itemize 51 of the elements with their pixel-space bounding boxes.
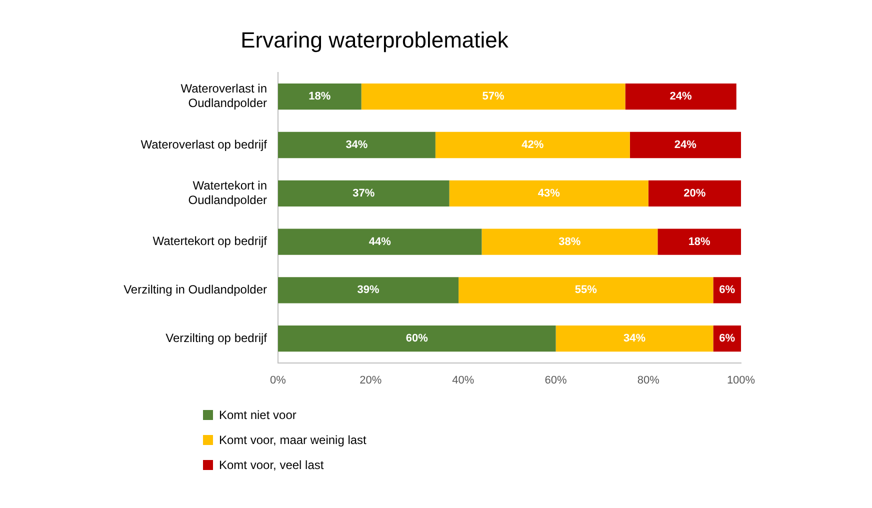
bar (658, 228, 741, 255)
bar (713, 277, 741, 304)
bar (361, 84, 626, 110)
data-label: 55% (574, 284, 598, 296)
bar (482, 228, 658, 255)
data-label: 24% (674, 139, 697, 152)
data-label: 57% (482, 90, 505, 103)
y-tick-label: Watertekort in Oudlandpolder (188, 178, 267, 207)
x-tick-label: 80% (637, 374, 660, 386)
data-label: 60% (406, 332, 428, 345)
y-tick-label: Verzilting op bedrijf (166, 330, 268, 345)
x-tick-label: 100% (726, 374, 756, 386)
bar (449, 180, 648, 206)
chart-title: Ervaring waterproblematiek (240, 27, 510, 52)
bar (556, 326, 714, 352)
data-label: 20% (684, 187, 706, 200)
bar (435, 132, 630, 158)
bar (630, 132, 741, 158)
y-tick-label: Verzilting in Oudlandpolder (124, 282, 267, 297)
data-label: 6% (719, 332, 736, 345)
bar (278, 180, 450, 206)
x-tick-label: 20% (360, 374, 382, 386)
data-label: 34% (346, 139, 368, 152)
legend-label: Komt voor, maar weinig last (219, 432, 366, 446)
bar (625, 84, 736, 110)
bar (648, 180, 741, 206)
bar (458, 277, 714, 304)
data-label: 18% (308, 90, 331, 103)
data-label: 38% (558, 236, 581, 248)
bar (278, 84, 362, 110)
data-label: 44% (368, 236, 392, 248)
data-label: 6% (719, 284, 736, 296)
bar (278, 132, 436, 158)
bar (278, 326, 556, 352)
data-label: 37% (352, 187, 375, 200)
data-label: 42% (522, 139, 544, 152)
data-label: 24% (670, 90, 692, 103)
legend-label: Komt niet voor (219, 408, 296, 422)
data-label: 39% (357, 284, 380, 296)
x-tick-label: 0% (270, 374, 286, 386)
y-tick-label: Wateroverlast op bedrijf (140, 137, 268, 152)
x-tick-label: 40% (452, 374, 474, 386)
legend-label: Komt voor, veel last (219, 458, 324, 472)
data-label: 43% (538, 187, 560, 200)
bar (278, 228, 482, 255)
y-tick-label: Watertekort op bedrijf (152, 234, 268, 248)
bar (278, 277, 459, 304)
y-tick-label: Wateroverlast in Oudlandpolder (180, 82, 267, 110)
data-label: 18% (688, 236, 711, 248)
data-label: 34% (623, 332, 646, 345)
x-tick-label: 60% (544, 374, 568, 386)
